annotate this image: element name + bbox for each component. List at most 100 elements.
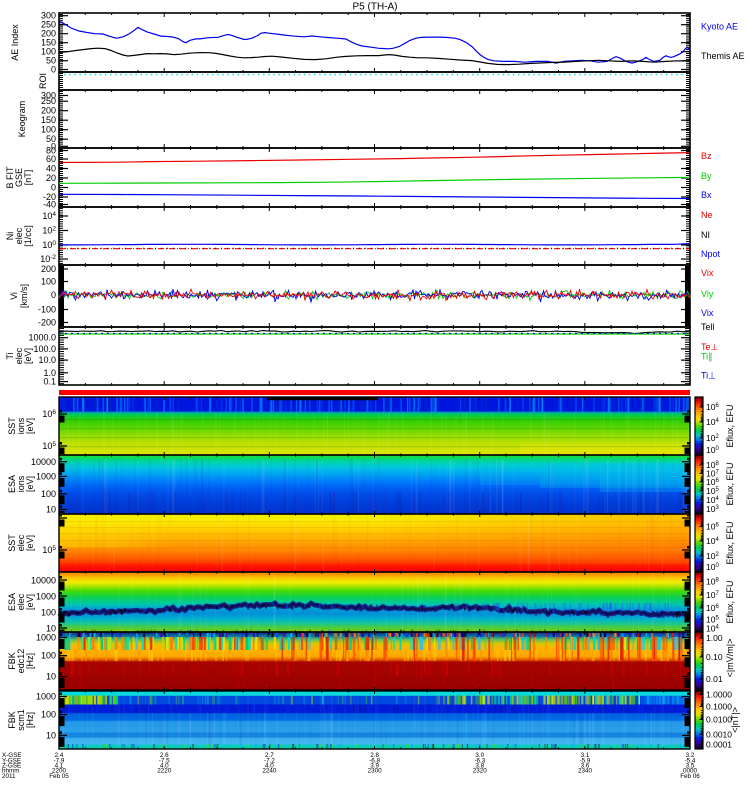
svg-text:scm1: scm1	[16, 709, 26, 731]
svg-text:3.9: 3.9	[370, 763, 379, 770]
svg-text:1000: 1000	[36, 633, 56, 643]
svg-text:10: 10	[46, 505, 56, 515]
svg-text:Bz: Bz	[701, 151, 712, 161]
svg-text:100: 100	[706, 562, 719, 572]
svg-text:10000: 10000	[31, 457, 56, 467]
svg-text:Vix: Vix	[701, 308, 714, 318]
svg-text:-100: -100	[38, 305, 56, 315]
svg-text:-5.9: -5.9	[580, 757, 591, 764]
svg-text:Ne: Ne	[701, 210, 713, 220]
svg-text:Kyoto AE: Kyoto AE	[701, 22, 738, 32]
svg-text:hhmm: hhmm	[2, 768, 20, 775]
svg-text:10.0: 10.0	[38, 355, 56, 365]
svg-text:250: 250	[41, 96, 56, 106]
svg-text:2340: 2340	[578, 768, 593, 775]
svg-text:1000: 1000	[36, 592, 56, 602]
svg-text:2220: 2220	[157, 768, 172, 775]
svg-text:elec: elec	[16, 534, 26, 551]
svg-text:0.1000: 0.1000	[706, 702, 732, 712]
svg-text:0.0001: 0.0001	[706, 740, 732, 750]
svg-text:300: 300	[41, 91, 56, 101]
svg-text:-6.8: -6.8	[369, 757, 380, 764]
svg-text:3.0: 3.0	[475, 752, 484, 759]
svg-text:ESA: ESA	[7, 475, 17, 493]
svg-text:250: 250	[41, 20, 56, 30]
svg-text:100: 100	[41, 277, 56, 287]
svg-text:P5 (TH-A): P5 (TH-A)	[353, 2, 398, 13]
svg-text:-7.9: -7.9	[54, 757, 65, 764]
svg-text:3.2: 3.2	[686, 752, 695, 759]
svg-text:[eV]: [eV]	[25, 418, 35, 434]
svg-text:Ti⊥: Ti⊥	[701, 371, 716, 381]
svg-text:104: 104	[706, 495, 719, 505]
svg-text:10: 10	[46, 672, 56, 682]
svg-text:Bx: Bx	[701, 190, 712, 200]
svg-text:Vix: Vix	[701, 268, 714, 278]
svg-text:edc12: edc12	[16, 649, 26, 674]
svg-text:108: 108	[706, 577, 719, 587]
svg-text:SST: SST	[7, 534, 17, 552]
svg-text:1.0: 1.0	[43, 368, 56, 378]
svg-text:-200: -200	[38, 318, 56, 328]
svg-text:Ti∥: Ti∥	[701, 352, 713, 362]
svg-text:10-2: 10-2	[40, 254, 56, 264]
svg-text:3.1: 3.1	[581, 752, 590, 759]
svg-text:100: 100	[42, 240, 56, 250]
svg-text:100: 100	[41, 47, 56, 57]
svg-text:50: 50	[46, 134, 56, 144]
svg-text:Npot: Npot	[701, 249, 721, 259]
svg-text:Keogram: Keogram	[17, 101, 27, 138]
svg-text:106: 106	[706, 522, 719, 532]
svg-text:60: 60	[46, 154, 56, 164]
svg-text:80: 80	[46, 146, 56, 156]
svg-text:2.8: 2.8	[370, 752, 379, 759]
svg-text:[nT]: [nT]	[23, 170, 33, 186]
svg-text:10000: 10000	[31, 576, 56, 586]
svg-text:ROI: ROI	[38, 73, 48, 89]
svg-text:105: 105	[706, 486, 719, 496]
svg-text:AE Index: AE Index	[10, 24, 20, 61]
svg-text:200: 200	[41, 106, 56, 116]
svg-text:105: 105	[42, 441, 56, 451]
svg-text:0.01: 0.01	[706, 674, 723, 684]
svg-text:102: 102	[706, 433, 719, 443]
svg-text:Eflux, EFU: Eflux, EFU	[725, 404, 735, 447]
svg-text:100: 100	[41, 125, 56, 135]
svg-text:1.00: 1.00	[706, 633, 723, 643]
svg-text:Te⊥: Te⊥	[701, 342, 719, 352]
svg-text:Eflux, EFU: Eflux, EFU	[725, 521, 735, 564]
svg-text:150: 150	[41, 115, 56, 125]
svg-text:106: 106	[706, 402, 719, 412]
svg-text:-6.3: -6.3	[474, 757, 485, 764]
svg-text:0: 0	[51, 290, 56, 300]
svg-text:GSE: GSE	[14, 168, 24, 187]
svg-text:107: 107	[706, 469, 719, 479]
svg-text:0000: 0000	[683, 768, 698, 775]
svg-text:Feb 05: Feb 05	[49, 773, 69, 780]
svg-text:4.0: 4.0	[265, 763, 274, 770]
svg-text:200: 200	[41, 264, 56, 274]
svg-text:2011: 2011	[2, 773, 16, 780]
svg-text:0: 0	[51, 141, 56, 151]
svg-text:106: 106	[706, 477, 719, 487]
svg-text:Themis AE: Themis AE	[701, 51, 745, 61]
svg-text:4.0: 4.0	[160, 763, 169, 770]
svg-text:2.6: 2.6	[160, 752, 169, 759]
svg-text:FBK: FBK	[7, 652, 17, 670]
svg-text:2.7: 2.7	[265, 752, 274, 759]
svg-text:Ti: Ti	[5, 352, 15, 359]
svg-text:0.0010: 0.0010	[706, 730, 732, 740]
svg-text:2320: 2320	[473, 768, 488, 775]
svg-text:[1/cc]: [1/cc]	[23, 225, 33, 247]
svg-text:[eV]: [eV]	[25, 594, 35, 610]
svg-text:Y-GSE: Y-GSE	[2, 757, 21, 764]
svg-text:2300: 2300	[368, 768, 383, 775]
svg-text:ions: ions	[16, 475, 26, 492]
svg-text:103: 103	[706, 504, 719, 514]
svg-text:40: 40	[46, 164, 56, 174]
svg-text:Tell: Tell	[701, 322, 715, 332]
svg-text:200: 200	[41, 29, 56, 39]
svg-text:0: 0	[51, 183, 56, 193]
svg-text:-7.5: -7.5	[159, 757, 170, 764]
svg-text:2200: 2200	[52, 768, 67, 775]
